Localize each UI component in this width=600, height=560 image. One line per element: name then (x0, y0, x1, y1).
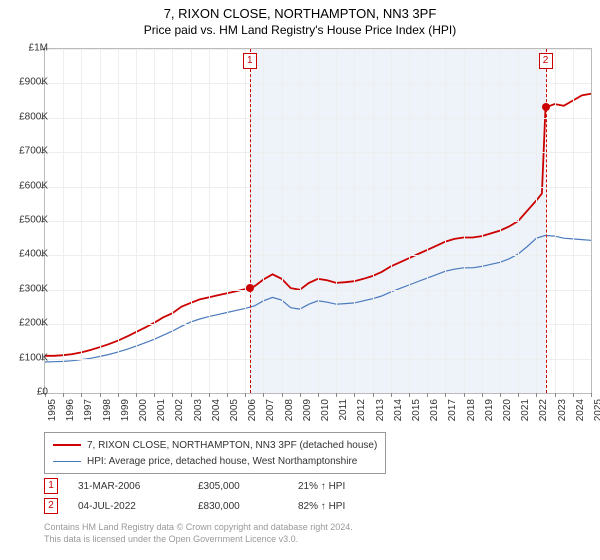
sale-marker-point (542, 103, 550, 111)
x-axis-label: 2021 (520, 399, 531, 421)
chart-container: 7, RIXON CLOSE, NORTHAMPTON, NN3 3PF Pri… (0, 0, 600, 560)
y-axis-label: £300K (8, 283, 48, 294)
x-axis-label: 1995 (47, 399, 58, 421)
legend-swatch (53, 444, 81, 446)
x-axis-label: 2013 (375, 399, 386, 421)
sale-marker-point (246, 284, 254, 292)
title-block: 7, RIXON CLOSE, NORTHAMPTON, NN3 3PF Pri… (0, 0, 600, 37)
chart-title: 7, RIXON CLOSE, NORTHAMPTON, NN3 3PF (0, 6, 600, 21)
x-axis-label: 2009 (302, 399, 313, 421)
x-axis-label: 2005 (229, 399, 240, 421)
x-axis-label: 2002 (174, 399, 185, 421)
x-axis-label: 2008 (284, 399, 295, 421)
x-axis-label: 2020 (502, 399, 513, 421)
sale-delta: 21% ↑ HPI (298, 481, 388, 492)
y-axis-label: £1M (8, 43, 48, 54)
x-axis-label: 2025 (593, 399, 600, 421)
y-axis-label: £100K (8, 352, 48, 363)
sale-marker-box: 2 (539, 53, 553, 69)
y-axis-label: £200K (8, 318, 48, 329)
x-axis-label: 2017 (447, 399, 458, 421)
plot-area: 12 (44, 48, 592, 394)
x-axis-label: 2024 (575, 399, 586, 421)
sale-price: £305,000 (198, 481, 278, 492)
x-axis-label: 2012 (356, 399, 367, 421)
sale-date: 31-MAR-2006 (78, 481, 178, 492)
x-axis-label: 2019 (484, 399, 495, 421)
sale-marker-box: 1 (243, 53, 257, 69)
x-axis-label: 2000 (138, 399, 149, 421)
x-axis-label: 2001 (156, 399, 167, 421)
x-axis-label: 2015 (411, 399, 422, 421)
delta-pct: 82% (298, 501, 318, 512)
delta-label: HPI (329, 501, 346, 512)
legend: 7, RIXON CLOSE, NORTHAMPTON, NN3 3PF (de… (44, 432, 386, 474)
x-axis-label: 2003 (193, 399, 204, 421)
y-axis-label: £500K (8, 215, 48, 226)
x-axis-label: 1997 (83, 399, 94, 421)
sale-row: 1 31-MAR-2006 £305,000 21% ↑ HPI (44, 476, 388, 496)
delta-pct: 21% (298, 481, 318, 492)
sale-marker-line (250, 49, 251, 393)
legend-item: 7, RIXON CLOSE, NORTHAMPTON, NN3 3PF (de… (53, 437, 377, 453)
sale-row: 2 04-JUL-2022 £830,000 82% ↑ HPI (44, 496, 388, 516)
footer-line: Contains HM Land Registry data © Crown c… (44, 522, 353, 534)
x-axis-label: 1998 (102, 399, 113, 421)
y-axis-label: £900K (8, 77, 48, 88)
legend-label: HPI: Average price, detached house, West… (87, 456, 357, 467)
y-axis-label: £400K (8, 249, 48, 260)
arrow-up-icon: ↑ (321, 501, 326, 512)
y-axis-label: £700K (8, 146, 48, 157)
delta-label: HPI (329, 481, 346, 492)
sale-delta: 82% ↑ HPI (298, 501, 388, 512)
x-axis-label: 2023 (557, 399, 568, 421)
x-axis-label: 2010 (320, 399, 331, 421)
arrow-up-icon: ↑ (321, 481, 326, 492)
legend-label: 7, RIXON CLOSE, NORTHAMPTON, NN3 3PF (de… (87, 440, 377, 451)
y-axis-label: £0 (8, 387, 48, 398)
legend-item: HPI: Average price, detached house, West… (53, 453, 377, 469)
sale-index-box: 2 (44, 498, 58, 514)
x-axis-label: 2016 (429, 399, 440, 421)
x-axis-label: 2018 (466, 399, 477, 421)
x-axis-label: 2004 (211, 399, 222, 421)
x-axis-label: 1996 (65, 399, 76, 421)
sale-price: £830,000 (198, 501, 278, 512)
x-axis-label: 2006 (247, 399, 258, 421)
chart-subtitle: Price paid vs. HM Land Registry's House … (0, 23, 600, 37)
x-axis-label: 1999 (120, 399, 131, 421)
x-axis-label: 2014 (393, 399, 404, 421)
legend-swatch (53, 461, 81, 462)
x-axis-label: 2007 (265, 399, 276, 421)
y-axis-label: £800K (8, 111, 48, 122)
sale-date: 04-JUL-2022 (78, 501, 178, 512)
x-axis-label: 2022 (538, 399, 549, 421)
sale-marker-line (546, 49, 547, 393)
y-axis-label: £600K (8, 180, 48, 191)
sales-table: 1 31-MAR-2006 £305,000 21% ↑ HPI 2 04-JU… (44, 476, 388, 516)
footer-line: This data is licensed under the Open Gov… (44, 534, 353, 546)
chart-area: 12 (44, 48, 590, 392)
footer-attribution: Contains HM Land Registry data © Crown c… (44, 522, 353, 545)
x-axis-label: 2011 (338, 399, 349, 421)
sale-index-box: 1 (44, 478, 58, 494)
